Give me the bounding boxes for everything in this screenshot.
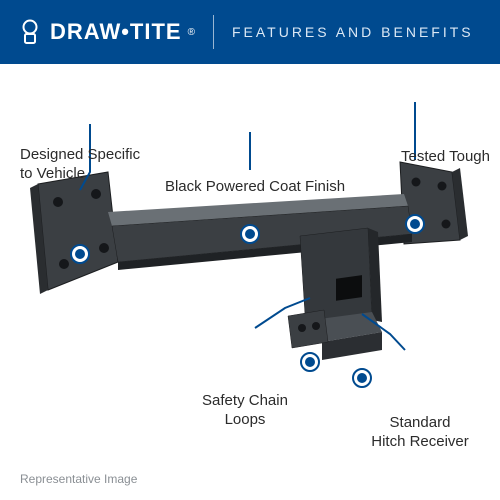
callout-label-tough: Tested Tough <box>360 148 490 167</box>
callout-dot-designed <box>71 245 89 263</box>
page: DRAW•TITE ® FEATURES AND BENEFITS <box>0 0 500 500</box>
callout-label-chain: Safety ChainLoops <box>190 392 300 430</box>
registered-mark: ® <box>188 27 195 38</box>
header-divider <box>213 15 214 49</box>
callout-dot-receiver <box>353 369 371 387</box>
callout-dot-chain <box>301 353 319 371</box>
footer-note: Representative Image <box>20 472 137 486</box>
header-bar: DRAW•TITE ® FEATURES AND BENEFITS <box>0 0 500 64</box>
callout-label-coat: Black Powered Coat Finish <box>140 178 370 197</box>
callout-dot-coat <box>241 225 259 243</box>
brand-name: DRAW•TITE <box>50 19 182 45</box>
brand-logo: DRAW•TITE ® <box>16 18 195 46</box>
header-tagline: FEATURES AND BENEFITS <box>232 24 474 40</box>
callout-label-receiver: StandardHitch Receiver <box>350 414 490 452</box>
callout-dot-tough <box>406 215 424 233</box>
hitch-ball-icon <box>16 18 44 46</box>
